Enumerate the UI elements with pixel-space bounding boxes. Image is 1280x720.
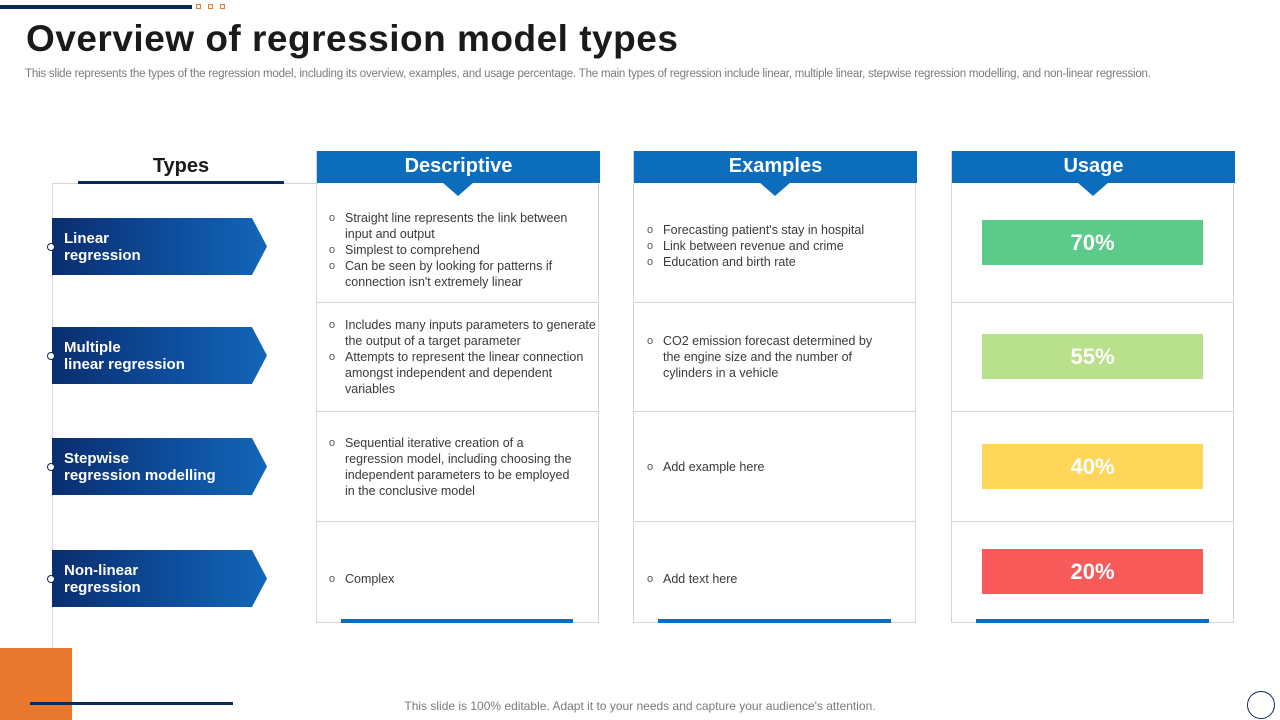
descriptive-cell: Straight line represents the link betwee… <box>327 198 597 302</box>
list-item: Can be seen by looking for patterns if c… <box>327 258 597 290</box>
examples-bottom-bar <box>658 619 891 623</box>
row-divider <box>634 411 916 412</box>
descriptive-cell: Complex <box>327 522 597 636</box>
corner-circle-decoration <box>1247 691 1275 719</box>
usage-badge-stepwise: 40% <box>982 444 1203 489</box>
list-item: Add example here <box>645 459 915 475</box>
type-label-line: Multiple <box>64 338 121 356</box>
top-square-decoration <box>208 4 213 9</box>
list-item: Education and birth rate <box>645 254 915 270</box>
connector-dot <box>47 352 55 360</box>
footer-note: This slide is 100% editable. Adapt it to… <box>404 699 876 713</box>
list-item: Sequential iterative creation of a regre… <box>327 435 582 499</box>
list-item: Forecasting patient's stay in hospital <box>645 222 915 238</box>
list-item: Complex <box>327 571 597 587</box>
list-item: Add text here <box>645 571 915 587</box>
list-item: Simplest to comprehend <box>327 242 597 258</box>
row-divider <box>634 302 916 303</box>
examples-cell: Add text here <box>645 522 915 636</box>
page-subtitle: This slide represents the types of the r… <box>25 68 1151 80</box>
bottom-accent-line <box>30 702 233 705</box>
corner-accent-block <box>0 648 72 720</box>
list-item: Straight line represents the link betwee… <box>327 210 597 242</box>
row-divider <box>317 411 599 412</box>
list-item: Attempts to represent the linear connect… <box>327 349 597 397</box>
descriptive-cell: Includes many inputs parameters to gener… <box>327 303 597 411</box>
type-linear-regression: Linear regression <box>52 218 267 275</box>
top-accent-bar <box>0 5 192 9</box>
connector-dot <box>47 463 55 471</box>
descriptive-header: Descriptive <box>317 151 600 183</box>
page-title: Overview of regression model types <box>26 18 679 59</box>
connector-dot <box>47 243 55 251</box>
row-divider <box>317 302 599 303</box>
type-non-linear-regression: Non-linear regression <box>52 550 267 607</box>
type-stepwise-regression: Stepwise regression modelling <box>52 438 267 495</box>
list-item: Includes many inputs parameters to gener… <box>327 317 597 349</box>
type-label-line: Stepwise <box>64 449 130 467</box>
usage-bottom-bar <box>976 619 1209 623</box>
row-divider <box>952 521 1234 522</box>
top-square-decoration <box>220 4 225 9</box>
type-label-line: Linear <box>64 229 110 247</box>
usage-badge-multiple: 55% <box>982 334 1203 379</box>
descriptive-cell: Sequential iterative creation of a regre… <box>327 412 582 521</box>
row-divider <box>634 521 916 522</box>
examples-cell: Add example here <box>645 412 915 521</box>
type-label-line: linear regression <box>64 355 185 373</box>
type-label-line: regression <box>64 246 141 264</box>
examples-cell: CO2 emission forecast determined by the … <box>645 303 890 411</box>
usage-badge-non-linear: 20% <box>982 549 1203 594</box>
row-divider <box>317 521 599 522</box>
examples-header: Examples <box>634 151 917 183</box>
row-divider <box>952 411 1234 412</box>
connector-dot <box>47 575 55 583</box>
types-header: Types <box>152 155 210 177</box>
type-label-line: regression <box>64 578 141 596</box>
list-item: Link between revenue and crime <box>645 238 915 254</box>
top-square-decoration <box>196 4 201 9</box>
examples-cell: Forecasting patient's stay in hospital L… <box>645 194 915 298</box>
row-divider <box>952 302 1234 303</box>
type-label-line: Non-linear <box>64 561 139 579</box>
list-item: CO2 emission forecast determined by the … <box>645 333 890 381</box>
usage-badge-linear: 70% <box>982 220 1203 265</box>
type-multiple-linear-regression: Multiple linear regression <box>52 327 267 384</box>
descriptive-bottom-bar <box>341 619 573 623</box>
usage-header: Usage <box>952 151 1235 183</box>
types-header-underline <box>78 181 284 184</box>
descriptive-header-notch <box>442 182 474 196</box>
usage-header-notch <box>1077 182 1109 196</box>
type-label-line: regression modelling <box>64 466 216 484</box>
examples-header-notch <box>759 182 791 196</box>
